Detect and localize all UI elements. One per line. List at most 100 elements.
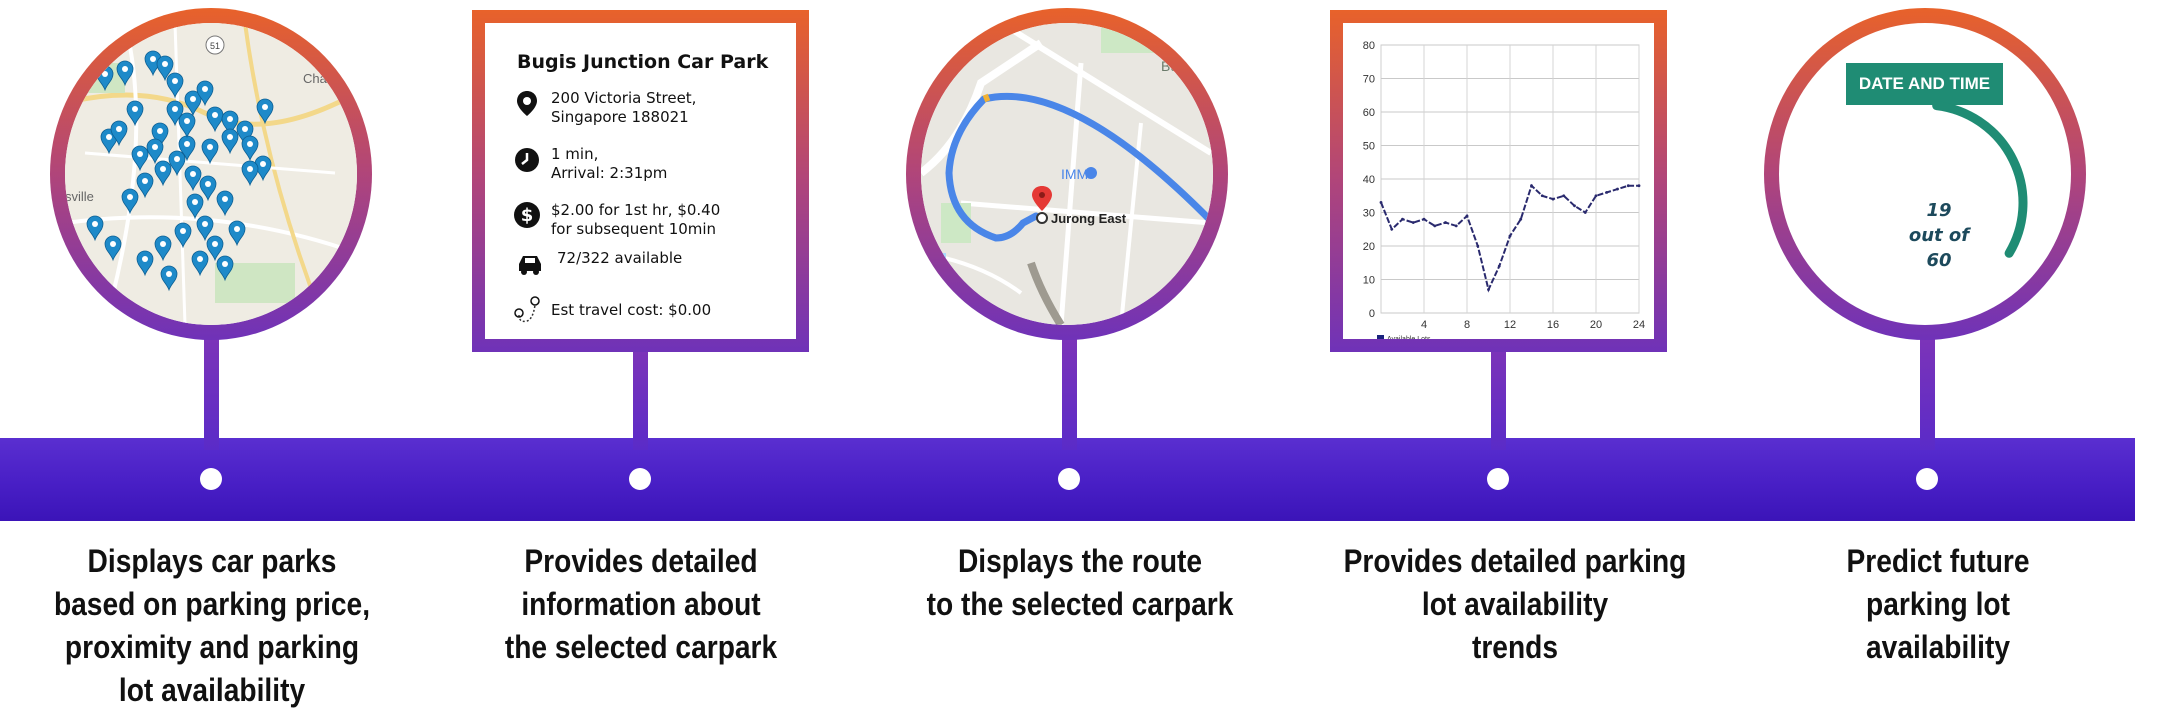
- y-tick-label: 70: [1363, 74, 1375, 86]
- map-pin-center: [207, 144, 213, 150]
- data-point: [1444, 221, 1447, 224]
- travel-cost-row: Est travel cost: $0.00: [513, 293, 711, 327]
- timeline-dot-2: [629, 468, 651, 490]
- map-pin-icon: [184, 90, 202, 117]
- map-pin-center: [212, 112, 218, 118]
- data-point: [1605, 191, 1609, 194]
- map-pin-icon: [206, 235, 224, 262]
- x-tick-label: 8: [1464, 319, 1470, 331]
- availability-line-chart: 0 10 20 30 40 50 60 70 80 4 8 12 16 20 24 Available Lot…: [1363, 40, 1645, 339]
- caption-3: Displays the route to the selected carpa…: [926, 543, 1234, 622]
- timeline-dot-3: [1058, 468, 1080, 490]
- map-pin-center: [152, 144, 158, 150]
- data-point: [1583, 211, 1587, 214]
- map-pin-icon: [216, 255, 234, 282]
- map-pin-center: [172, 106, 178, 112]
- map-pin-center: [157, 128, 163, 134]
- timeline-dot-5: [1916, 468, 1938, 490]
- map-pin-icon: [110, 120, 128, 147]
- destination-pin-icon: [1032, 186, 1052, 211]
- map-pin-center: [247, 141, 253, 147]
- map-pins-group: [86, 50, 274, 292]
- data-point: [1476, 244, 1480, 248]
- map-pin-center: [262, 104, 268, 110]
- caption-4: Provides detailed parking lot availabili…: [1343, 543, 1687, 665]
- connector-4: [1491, 348, 1506, 450]
- map-pin-center: [166, 271, 172, 277]
- dollar-icon: $: [514, 202, 540, 228]
- gauge-arc: [1932, 101, 2028, 258]
- map-pin-center: [106, 134, 112, 140]
- map-pin-center: [227, 134, 233, 140]
- data-point: [1487, 288, 1490, 291]
- availability-chart-frame: 0 10 20 30 40 50 60 70 80 4 8 12 16 20 24 Available Lot…: [1330, 10, 1667, 352]
- map-pin-icon: [186, 193, 204, 220]
- x-tick-label: 16: [1547, 319, 1559, 331]
- map-pin-center: [127, 194, 133, 200]
- map-pin-icon: [131, 145, 149, 172]
- data-point: [1530, 184, 1533, 188]
- y-tick-label: 20: [1363, 241, 1375, 253]
- map-town-label-2: sville: [65, 189, 94, 204]
- map-pin-icon: [160, 265, 178, 292]
- data-point: [1465, 214, 1469, 218]
- map-pin-center: [234, 226, 240, 232]
- y-tick-label: 0: [1369, 308, 1375, 320]
- map-pin-icon: [86, 215, 104, 242]
- map-pin-icon: [221, 110, 239, 137]
- time-text: 1 min, Arrival: 2:31pm: [551, 145, 668, 182]
- x-tick-label: 20: [1590, 319, 1602, 331]
- data-point: [1540, 194, 1544, 198]
- data-point: [1497, 264, 1501, 268]
- time-row: 1 min, Arrival: 2:31pm: [513, 145, 667, 183]
- route-cost-icon: [514, 296, 540, 323]
- map-pin-icon: [126, 100, 144, 127]
- prediction-view: DATE AND TIME 19 out of 60: [1779, 23, 2071, 325]
- carpark-info-frame: Bugis Junction Car Park 200 Victoria Str…: [472, 10, 809, 352]
- y-tick-label: 80: [1363, 40, 1375, 52]
- map-svg: 51 Charle sville: [65, 23, 357, 325]
- map-circle: 51 Charle sville: [50, 8, 372, 340]
- map-town-label: Charle: [303, 71, 341, 86]
- map-pin-icon: [241, 135, 259, 162]
- map-pin-icon: [168, 150, 186, 177]
- map-pin-center: [192, 199, 198, 205]
- date-time-badge: DATE AND TIME: [1846, 63, 2003, 105]
- svg-text:$: $: [521, 205, 534, 226]
- map-pin-center: [180, 228, 186, 234]
- data-point: [1626, 184, 1630, 188]
- map-pin-icon: [154, 160, 172, 187]
- x-tick-label: 4: [1421, 319, 1427, 331]
- address-text: 200 Victoria Street, Singapore 188021: [551, 89, 697, 126]
- data-point: [1454, 224, 1458, 228]
- map-view: 51 Charle sville: [65, 23, 357, 325]
- y-tick-label: 10: [1363, 275, 1375, 287]
- map-pin-icon: [116, 60, 134, 87]
- map-pin-center: [142, 178, 148, 184]
- map-pin-center: [184, 118, 190, 124]
- map-pin-center: [212, 241, 218, 247]
- data-point: [1390, 227, 1394, 231]
- map-pin-center: [142, 256, 148, 262]
- map-pin-center: [197, 256, 203, 262]
- map-pin-center: [110, 241, 116, 247]
- map-pin-icon: [199, 175, 217, 202]
- caption-1: Displays car parks based on parking pric…: [53, 543, 371, 708]
- map-pin-icon: [166, 72, 184, 99]
- data-point: [1551, 197, 1555, 201]
- map-pin-center: [222, 261, 228, 267]
- map-pin-center: [190, 171, 196, 177]
- route-map-view: Bukit IMM Jurong East: [921, 23, 1213, 325]
- timeline-dot-4: [1487, 468, 1509, 490]
- map-pin-icon: [156, 55, 174, 82]
- map-pin-center: [184, 141, 190, 147]
- map-pin-icon: [241, 160, 259, 187]
- map-pin-center: [260, 161, 266, 167]
- map-pin-icon: [256, 98, 274, 125]
- map-pin-center: [247, 166, 253, 172]
- y-tick-label: 60: [1363, 107, 1375, 119]
- map-pin-center: [102, 71, 108, 77]
- clock-icon: [515, 148, 539, 172]
- map-pin-icon: [121, 188, 139, 215]
- route-map-svg: Bukit IMM Jurong East: [921, 23, 1213, 325]
